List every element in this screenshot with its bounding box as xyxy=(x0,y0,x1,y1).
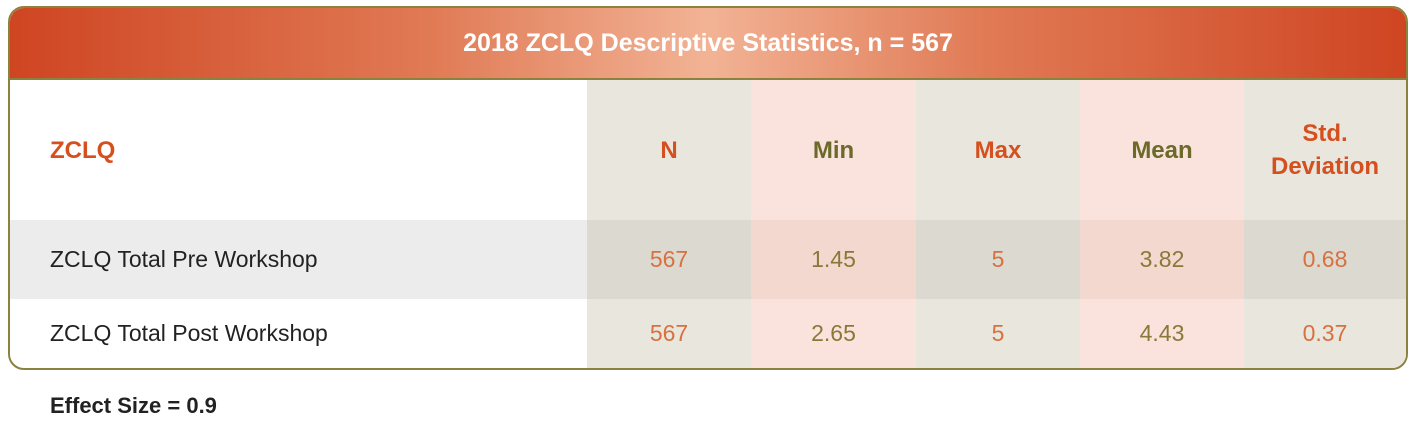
table-title: 2018 ZCLQ Descriptive Statistics, n = 56… xyxy=(10,8,1406,80)
cell-value: 3.82 xyxy=(1080,220,1244,299)
row-label: ZCLQ Total Post Workshop xyxy=(50,320,328,346)
column-header: ZCLQ xyxy=(50,136,116,164)
column-header: Mean xyxy=(1080,80,1244,220)
cell-value: 5 xyxy=(916,220,1080,299)
effect-size: Effect Size = 0.9 xyxy=(50,393,217,418)
cell-value: 4.43 xyxy=(1080,299,1244,368)
row-label: ZCLQ Total Pre Workshop xyxy=(10,220,587,299)
column-header: Std. Deviation xyxy=(1244,80,1406,220)
cell-value: 0.37 xyxy=(1244,299,1406,368)
cell-value: 5 xyxy=(916,299,1080,368)
cell-value: 2.65 xyxy=(751,299,916,368)
column-header: Max xyxy=(916,80,1080,220)
column-header: N xyxy=(587,80,751,220)
cell-value: 567 xyxy=(587,299,751,368)
stats-table: 2018 ZCLQ Descriptive Statistics, n = 56… xyxy=(8,6,1408,370)
cell-value: 0.68 xyxy=(1244,220,1406,299)
column-header: Min xyxy=(751,80,916,220)
cell-value: 567 xyxy=(587,220,751,299)
cell-value: 1.45 xyxy=(751,220,916,299)
